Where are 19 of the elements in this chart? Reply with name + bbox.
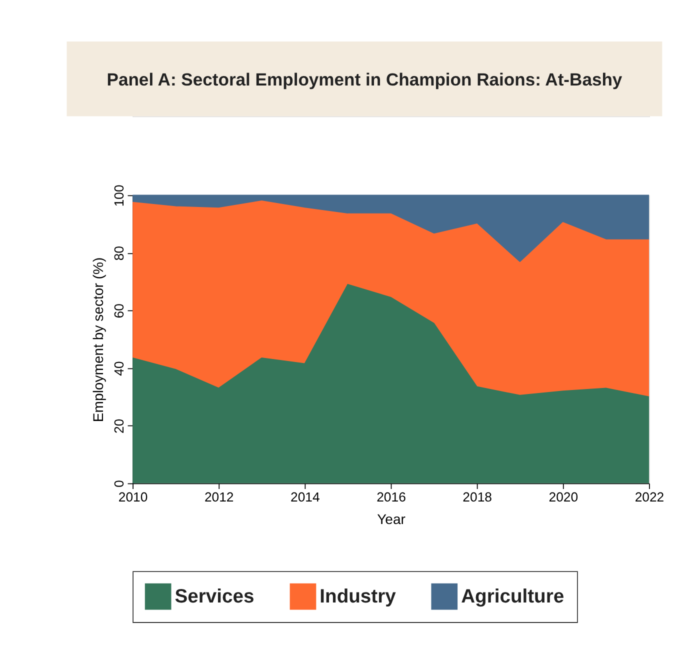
y-tick-label: 20	[111, 418, 126, 434]
y-tick-label: 100	[111, 184, 126, 207]
x-tick-label: 2022	[634, 489, 664, 504]
chart-title: Panel A: Sectoral Employment in Champion Raions: At-Bashy	[106, 69, 622, 90]
y-tick-label: 40	[111, 361, 126, 376]
y-tick-label: 80	[111, 246, 126, 261]
y-tick-label: 60	[111, 304, 126, 318]
x-tick-label: 2018	[462, 489, 492, 504]
x-axis-title: Year	[377, 511, 406, 528]
y-axis-title: Employment by sector (%)	[90, 257, 106, 422]
x-tick-label: 2012	[204, 489, 234, 504]
legend-label: Services	[174, 586, 254, 608]
x-tick-label: 2016	[376, 489, 406, 504]
x-tick-label: 2014	[290, 489, 320, 504]
x-tick-label: 2020	[548, 489, 578, 504]
legend-label: Industry	[320, 586, 396, 608]
x-tick-label: 2010	[118, 489, 148, 504]
y-tick-label: 0	[111, 480, 126, 488]
legend-label: Agriculture	[461, 586, 564, 608]
